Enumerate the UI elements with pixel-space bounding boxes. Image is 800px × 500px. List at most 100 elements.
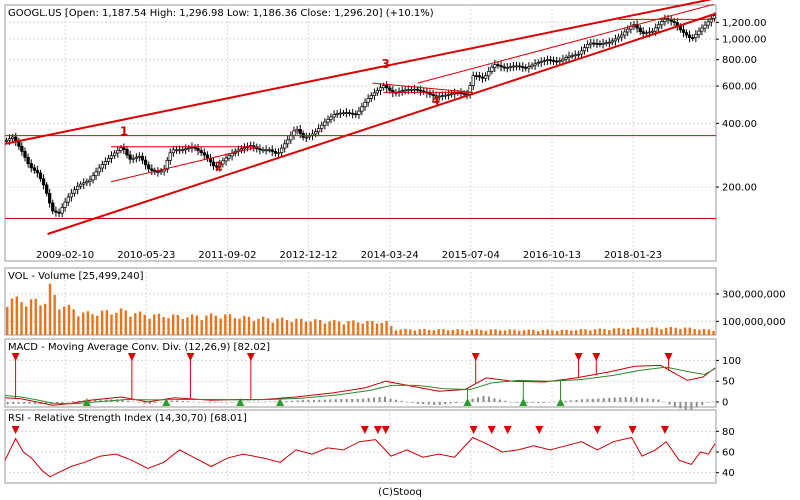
candle-body — [335, 113, 339, 115]
price-y-tick-label: 800.00 — [722, 55, 757, 66]
volume-bar — [261, 316, 265, 335]
candle-body — [493, 64, 497, 68]
candle-body — [283, 143, 287, 149]
candle-body — [51, 202, 55, 212]
candle-body — [462, 93, 466, 95]
volume-bar — [693, 329, 696, 335]
candle-body — [449, 93, 454, 96]
macd-histogram-bar — [198, 402, 201, 403]
candle-body — [125, 149, 129, 156]
volume-bar — [669, 326, 673, 335]
candle-body — [196, 147, 200, 151]
volume-bar — [24, 306, 28, 335]
candle-body — [539, 61, 543, 63]
macd-histogram-bar — [695, 402, 698, 408]
volume-bar — [371, 320, 374, 335]
candle-body — [239, 148, 244, 151]
candle-body — [211, 161, 216, 167]
candle-body — [103, 161, 108, 165]
macd-histogram-bar — [66, 402, 69, 403]
candle-body — [412, 88, 417, 91]
volume-bar — [209, 313, 213, 335]
candle-body — [205, 154, 210, 159]
macd-histogram-bar — [72, 401, 75, 403]
macd-histogram-bar — [6, 402, 9, 405]
volume-bar — [119, 308, 123, 335]
volume-bar — [579, 329, 583, 335]
macd-histogram-bar — [438, 402, 441, 406]
volume-bar — [650, 327, 654, 335]
volume-bar — [157, 313, 161, 335]
candle-body — [354, 113, 358, 116]
candle-body — [502, 66, 506, 69]
volume-bar — [48, 283, 52, 335]
volume-bar — [347, 321, 350, 335]
macd-histogram-bar — [225, 402, 228, 403]
macd-histogram-bar — [340, 399, 343, 403]
macd-histogram-bar — [17, 402, 20, 404]
volume-bar — [451, 329, 454, 335]
candle-body — [38, 172, 43, 180]
volume-bar — [143, 314, 146, 335]
candle-body — [214, 165, 219, 168]
candle-body — [69, 192, 74, 198]
volume-bar — [195, 315, 199, 335]
candle-body — [156, 171, 160, 174]
candle-body — [564, 57, 568, 60]
macd-histogram-bar — [657, 399, 660, 403]
price-y-tick-label: 600.00 — [722, 82, 757, 93]
macd-histogram-bar — [635, 397, 638, 403]
volume-bar — [612, 328, 616, 335]
candle-body — [524, 67, 528, 69]
candle-body — [471, 75, 475, 87]
macd-histogram-bar — [613, 397, 616, 403]
candle-body — [159, 170, 163, 173]
macd-histogram-bar — [624, 397, 627, 403]
candle-body — [518, 65, 522, 68]
candle-body — [697, 30, 701, 35]
volume-bar — [352, 320, 355, 335]
volume-bar — [418, 329, 421, 335]
macd-histogram-bar — [176, 400, 179, 403]
candle-body — [199, 150, 203, 154]
price-y-tick-label: 200.00 — [722, 183, 757, 194]
macd-histogram-bar — [203, 402, 206, 403]
macd-histogram-bar — [641, 397, 644, 403]
volume-bar — [300, 318, 303, 335]
candle-body — [592, 42, 596, 45]
macd-histogram-bar — [345, 398, 348, 403]
volume-bar — [224, 314, 227, 335]
volume-bar — [484, 330, 488, 335]
volume-bar — [517, 330, 521, 335]
candle-body — [601, 42, 605, 45]
candle-body — [75, 185, 80, 191]
macd-y-tick-label: 50 — [722, 377, 735, 388]
volume-bar — [655, 327, 658, 335]
candle-body — [687, 34, 692, 38]
macd-histogram-bar — [476, 397, 479, 403]
x-tick-label: 2011-09-02 — [198, 250, 256, 261]
buy-signal-marker — [519, 398, 528, 406]
volume-bar — [228, 314, 232, 335]
volume-bar — [375, 323, 379, 335]
macd-histogram-bar — [591, 398, 594, 403]
volume-bar — [603, 328, 606, 335]
candle-body — [78, 183, 83, 187]
macd-histogram-bar — [137, 402, 140, 403]
macd-histogram-bar — [373, 397, 376, 403]
macd-title: MACD - Moving Average Conv. Div. (12,26,… — [8, 342, 270, 353]
macd-histogram-bar — [241, 401, 244, 403]
macd-histogram-bar — [444, 402, 447, 405]
volume-bar — [494, 329, 497, 335]
candle-body — [496, 64, 500, 67]
x-tick-label: 2010-05-23 — [117, 250, 175, 261]
macd-histogram-bar — [673, 402, 676, 407]
volume-bar — [617, 327, 620, 335]
candle-body — [403, 89, 407, 92]
candle-body — [7, 138, 12, 141]
x-tick-label: 2009-02-10 — [36, 250, 94, 261]
x-tick-label: 2012-12-12 — [279, 250, 337, 261]
volume-bar — [565, 329, 568, 335]
candle-body — [35, 169, 39, 174]
